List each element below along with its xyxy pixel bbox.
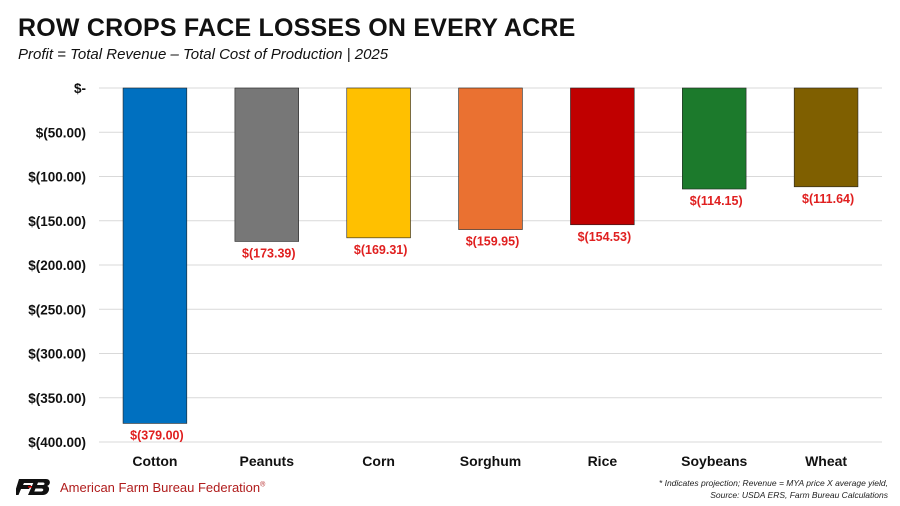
chart-title: ROW CROPS FACE LOSSES ON EVERY ACRE bbox=[18, 14, 576, 42]
data-label: $(114.15) bbox=[690, 194, 743, 208]
data-label: $(159.95) bbox=[466, 235, 520, 249]
x-tick-label: Cotton bbox=[132, 453, 177, 469]
data-label: $(111.64) bbox=[802, 192, 854, 206]
bar-soybeans bbox=[682, 87, 747, 190]
x-tick-label: Rice bbox=[588, 453, 618, 469]
bar-chart: $- $(50.00) $(100.00) $(150.00) $(200.00) $(2… bbox=[28, 81, 882, 469]
y-tick-label: $(100.00) bbox=[28, 170, 86, 185]
y-tick-label: $- bbox=[74, 81, 86, 96]
y-tick-label: $(300.00) bbox=[28, 347, 86, 362]
bar-cotton bbox=[122, 87, 188, 424]
y-tick-label: $(200.00) bbox=[28, 258, 86, 273]
bar-peanuts bbox=[234, 87, 299, 242]
x-tick-label: Soybeans bbox=[681, 453, 747, 469]
bar-wheat bbox=[793, 87, 859, 188]
bar-rice bbox=[570, 87, 635, 226]
y-tick-label: $(350.00) bbox=[28, 391, 86, 406]
x-tick-label: Corn bbox=[362, 453, 395, 469]
data-label: $(154.53) bbox=[578, 230, 632, 244]
x-tick-label: Peanuts bbox=[240, 453, 295, 469]
data-label: $(173.39) bbox=[242, 246, 296, 260]
y-tick-label: $(250.00) bbox=[28, 302, 86, 317]
footnote-line-2: Source: USDA ERS, Farm Bureau Calculatio… bbox=[710, 490, 888, 500]
x-tick-label: Wheat bbox=[805, 453, 847, 469]
chart-subtitle: Profit = Total Revenue – Total Cost of P… bbox=[18, 46, 389, 63]
x-tick-label: Sorghum bbox=[460, 453, 521, 469]
y-tick-label: $(400.00) bbox=[28, 435, 86, 450]
y-tick-label: $(50.00) bbox=[36, 125, 86, 140]
footnote-line-1: * Indicates projection; Revenue = MYA pr… bbox=[658, 478, 888, 488]
bar-corn bbox=[346, 87, 411, 239]
data-labels: $(379.00) $(173.39) $(169.31) $(159.95) $(15… bbox=[130, 192, 854, 443]
source-footnote: * Indicates projection; Revenue = MYA pr… bbox=[659, 477, 888, 501]
data-label: $(379.00) bbox=[130, 428, 184, 442]
y-tick-label: $(150.00) bbox=[28, 214, 86, 229]
footer-branding: American Farm Bureau Federation® bbox=[16, 478, 265, 496]
data-label: $(169.31) bbox=[354, 243, 408, 257]
y-axis-tick-labels: $- $(50.00) $(100.00) $(150.00) $(200.00) $(2… bbox=[28, 81, 86, 450]
bar-sorghum bbox=[458, 87, 523, 230]
bars bbox=[122, 87, 859, 424]
organization-name: American Farm Bureau Federation® bbox=[60, 479, 266, 495]
x-axis-tick-labels: Cotton Peanuts Corn Sorghum Rice Soybeans Whea… bbox=[132, 453, 847, 469]
fb-logo-icon bbox=[16, 479, 50, 495]
